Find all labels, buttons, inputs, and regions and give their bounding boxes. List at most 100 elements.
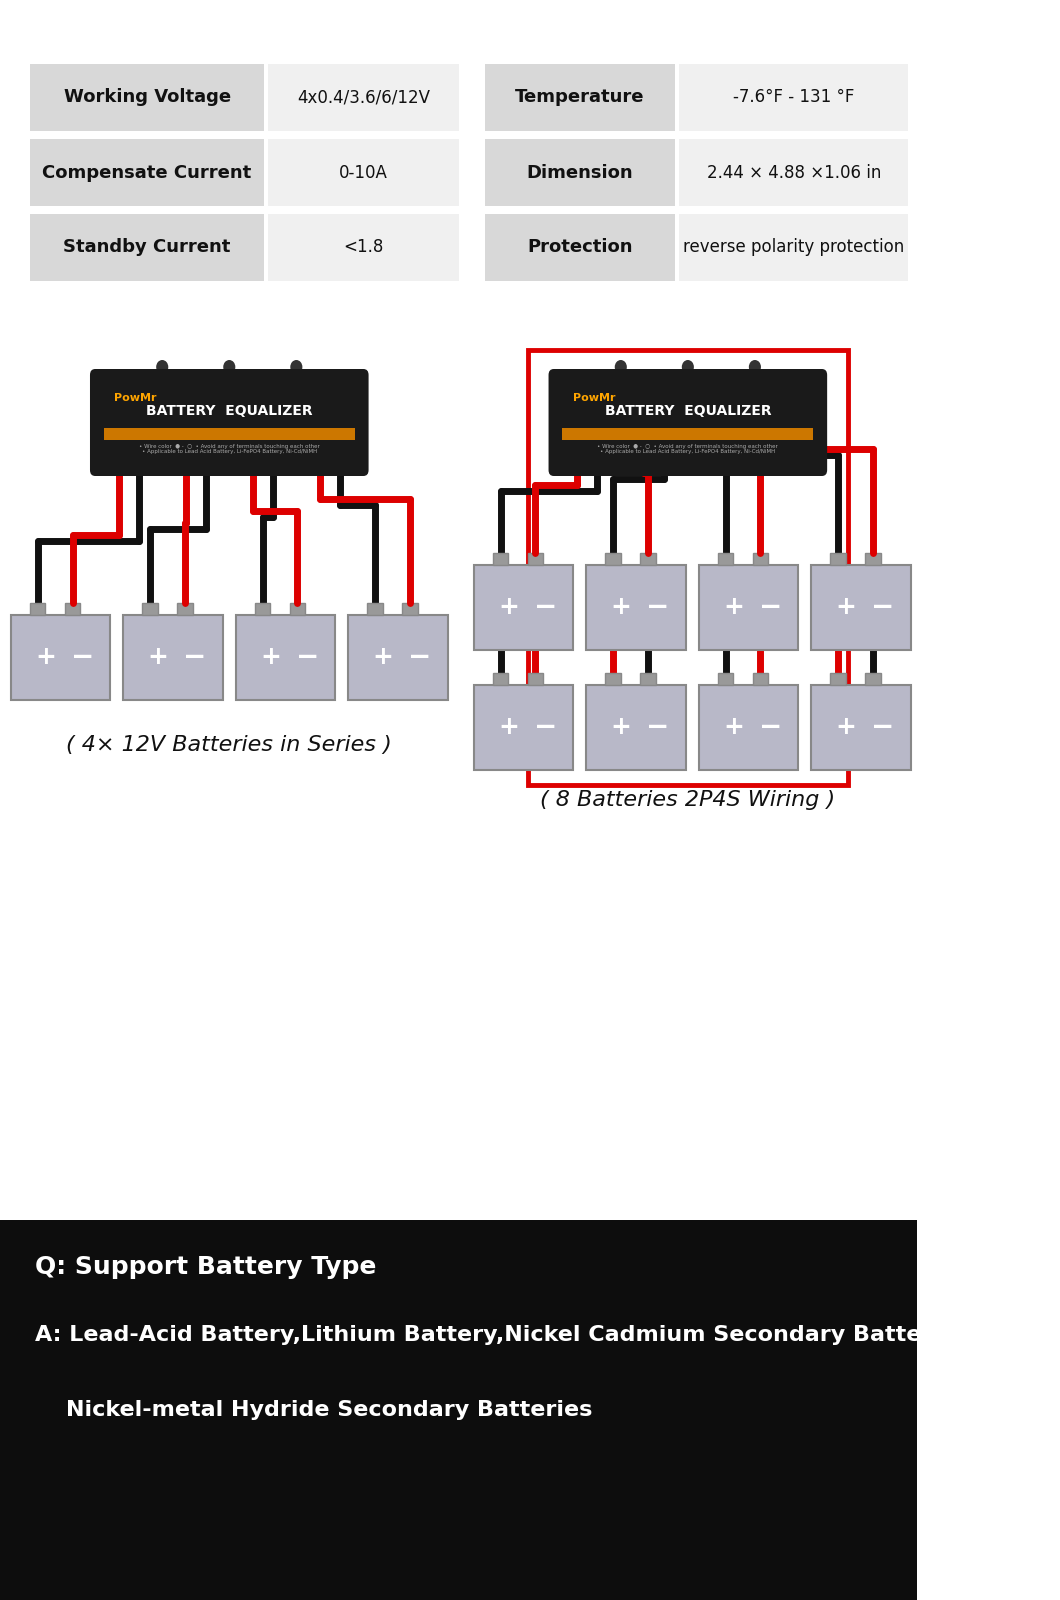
Text: −: −: [534, 594, 556, 621]
Bar: [235, 614, 335, 701]
Text: 0-10A: 0-10A: [339, 163, 388, 181]
Bar: [31, 139, 264, 206]
Bar: [830, 554, 846, 565]
Text: BATTERY  EQUALIZER: BATTERY EQUALIZER: [604, 405, 772, 418]
Bar: [753, 554, 768, 565]
Bar: [65, 603, 81, 614]
Text: reverse polarity protection: reverse polarity protection: [684, 238, 904, 256]
Text: Nickel-metal Hydride Secondary Batteries: Nickel-metal Hydride Secondary Batteries: [35, 1400, 591, 1421]
Bar: [830, 674, 846, 685]
Circle shape: [290, 360, 302, 374]
Bar: [640, 554, 656, 565]
Bar: [474, 685, 573, 770]
Text: −: −: [534, 714, 556, 741]
Text: +: +: [373, 645, 393, 669]
Text: +: +: [498, 715, 519, 739]
Text: +: +: [835, 715, 856, 739]
Bar: [865, 674, 881, 685]
Text: −: −: [871, 594, 895, 621]
Bar: [528, 350, 848, 786]
Bar: [368, 603, 383, 614]
Text: −: −: [408, 643, 431, 672]
Bar: [31, 214, 264, 282]
Bar: [474, 565, 573, 650]
Circle shape: [156, 360, 169, 374]
Text: -7.6°F - 131 °F: -7.6°F - 131 °F: [734, 88, 854, 107]
Bar: [484, 64, 675, 131]
Bar: [142, 603, 158, 614]
Text: Protection: Protection: [527, 238, 633, 256]
Text: +: +: [35, 645, 56, 669]
Text: +: +: [611, 715, 632, 739]
Bar: [104, 429, 355, 440]
Bar: [528, 674, 543, 685]
Text: −: −: [647, 594, 670, 621]
Bar: [811, 685, 911, 770]
Text: −: −: [296, 643, 319, 672]
Text: Temperature: Temperature: [515, 88, 644, 107]
Text: ( 8 Batteries 2P4S Wiring ): ( 8 Batteries 2P4S Wiring ): [541, 790, 835, 810]
Bar: [679, 214, 908, 282]
Bar: [586, 685, 686, 770]
Bar: [268, 139, 459, 206]
Circle shape: [748, 360, 761, 374]
Bar: [254, 603, 270, 614]
Text: −: −: [759, 594, 782, 621]
Bar: [484, 214, 675, 282]
Bar: [718, 554, 734, 565]
Bar: [718, 674, 734, 685]
Bar: [605, 554, 621, 565]
Text: +: +: [723, 595, 744, 619]
Text: −: −: [647, 714, 670, 741]
Text: 2.44 × 4.88 ×1.06 in: 2.44 × 4.88 ×1.06 in: [707, 163, 881, 181]
Text: • Wire color  ● -  ○  • Avoid any of terminals touching each other
• Applicable : • Wire color ● - ○ • Avoid any of termin…: [598, 443, 778, 454]
Text: +: +: [498, 595, 519, 619]
Bar: [699, 565, 798, 650]
Text: BATTERY  EQUALIZER: BATTERY EQUALIZER: [146, 405, 313, 418]
Text: A: Lead-Acid Battery,Lithium Battery,Nickel Cadmium Secondary Batteries: A: Lead-Acid Battery,Lithium Battery,Nic…: [35, 1325, 968, 1346]
Text: PowMr: PowMr: [572, 394, 615, 403]
Bar: [123, 614, 223, 701]
Text: +: +: [611, 595, 632, 619]
Text: Compensate Current: Compensate Current: [42, 163, 251, 181]
Bar: [402, 603, 418, 614]
Bar: [493, 674, 509, 685]
Text: Working Voltage: Working Voltage: [64, 88, 231, 107]
Bar: [289, 603, 305, 614]
Text: +: +: [723, 715, 744, 739]
Text: −: −: [759, 714, 782, 741]
Text: −: −: [871, 714, 895, 741]
Circle shape: [224, 360, 235, 374]
Bar: [11, 614, 110, 701]
Bar: [493, 554, 509, 565]
FancyBboxPatch shape: [90, 370, 369, 477]
Bar: [811, 565, 911, 650]
Bar: [31, 64, 264, 131]
Bar: [865, 554, 881, 565]
Bar: [679, 64, 908, 131]
Text: Q: Support Battery Type: Q: Support Battery Type: [35, 1254, 376, 1278]
Text: +: +: [147, 645, 169, 669]
Text: ( 4× 12V Batteries in Series ): ( 4× 12V Batteries in Series ): [67, 734, 392, 755]
Text: −: −: [183, 643, 207, 672]
Text: 4x0.4/3.6/6/12V: 4x0.4/3.6/6/12V: [297, 88, 430, 107]
Bar: [563, 429, 813, 440]
Text: Standby Current: Standby Current: [64, 238, 231, 256]
FancyBboxPatch shape: [548, 370, 827, 477]
Bar: [30, 603, 46, 614]
Text: <1.8: <1.8: [343, 238, 384, 256]
Bar: [268, 214, 459, 282]
Bar: [528, 554, 543, 565]
Text: PowMr: PowMr: [114, 394, 157, 403]
Circle shape: [682, 360, 694, 374]
Bar: [640, 674, 656, 685]
Bar: [484, 139, 675, 206]
Text: +: +: [260, 645, 281, 669]
Text: −: −: [71, 643, 94, 672]
Text: Dimension: Dimension: [527, 163, 633, 181]
Text: • Wire color  ● -  ○  • Avoid any of terminals touching each other
• Applicable : • Wire color ● - ○ • Avoid any of termin…: [139, 443, 320, 454]
Bar: [753, 674, 768, 685]
Bar: [586, 565, 686, 650]
Bar: [268, 64, 459, 131]
Bar: [177, 603, 193, 614]
